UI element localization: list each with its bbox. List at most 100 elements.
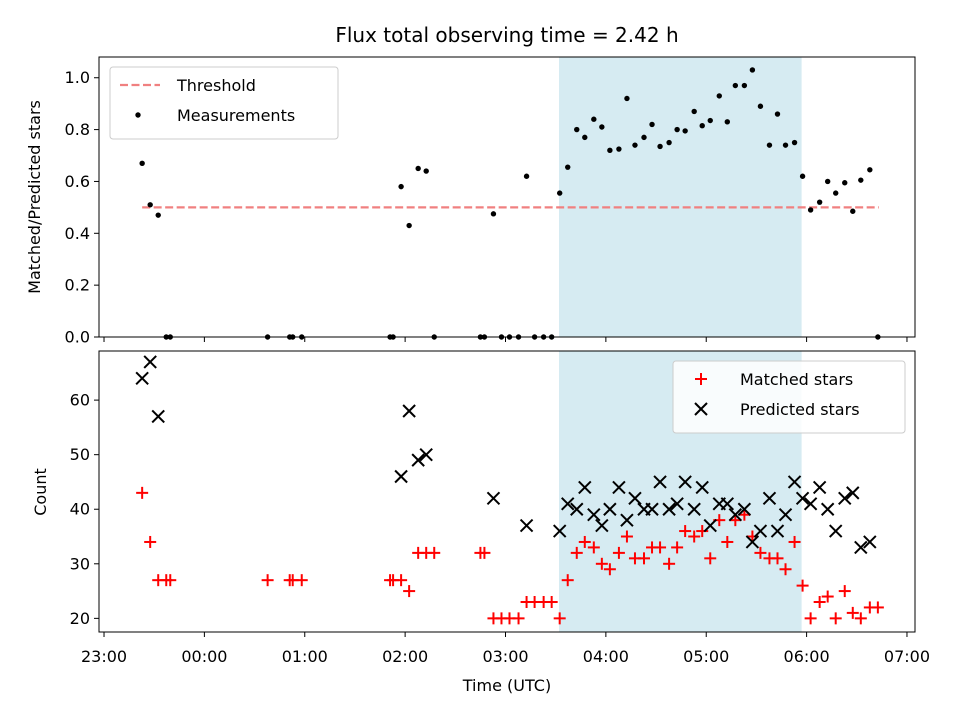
x-diag-b [645,502,659,516]
y-tick-label: 0.6 [65,172,90,191]
data-point [682,128,688,134]
data-point [395,574,408,587]
legend-box [109,66,339,140]
data-point [703,518,717,533]
data-point [737,502,752,516]
data-point [403,585,416,598]
data-point [663,557,676,570]
x-tick-label: 03:00 [482,647,528,666]
data-point [607,147,613,154]
data-point [645,502,659,516]
x-tick-label: 06:00 [784,647,830,666]
legend-x-b [694,402,708,416]
data-point [787,475,802,489]
x-diag-b [394,469,408,484]
data-point [155,212,161,218]
data-point [721,535,734,548]
x-diag-b [787,475,802,489]
data-point [144,535,157,548]
data-point [842,180,848,186]
y-tick-label: 0.4 [65,224,90,243]
data-point [724,119,731,125]
data-point [788,535,801,548]
data-point [679,525,692,538]
data-point [687,502,701,516]
data-point [295,574,308,587]
data-point [662,502,676,516]
data-point [587,541,600,554]
x-tick-label: 01:00 [282,647,328,666]
x-diag-b [737,502,752,516]
data-point [771,552,784,565]
data-point [732,82,739,89]
x-diag-b [695,480,709,495]
data-point [603,502,617,516]
data-point [638,552,651,565]
data-point [816,199,823,205]
y-tick-label: 60 [70,391,90,410]
data-point [688,530,701,543]
data-point [512,612,525,625]
data-point [624,95,630,102]
data-point [670,497,684,511]
data-point [649,121,655,128]
data-point [628,491,642,506]
data-point [691,108,697,115]
data-point [804,612,817,625]
data-point [406,222,412,229]
data-point [704,552,717,565]
data-point [519,518,534,533]
data-point [741,82,748,89]
data-point [850,208,856,214]
x-diag-b [612,480,626,495]
x-diag-b [587,507,601,522]
x-diag-b [519,518,534,533]
data-point [632,142,638,148]
legend-label: Measurements [177,106,295,125]
x-diag-b [745,535,760,549]
data-point [757,103,764,109]
y-tick-label: 50 [70,445,90,464]
data-point [867,167,873,173]
data-point [728,507,743,522]
data-point [612,546,625,559]
plot-frame [98,56,916,338]
data-point [151,409,165,424]
y-tick-label: 0.0 [65,328,90,347]
data-point [812,480,827,495]
data-point [135,371,149,385]
x-diag-b [135,371,149,385]
x-tick-label: 02:00 [382,647,428,666]
data-point [545,595,558,608]
data-point [674,126,680,133]
data-point [774,111,781,117]
x-tick-label: 00:00 [181,647,227,666]
data-point [799,173,806,179]
data-point [578,480,592,495]
data-point [612,480,626,495]
x-diag-b [846,486,860,500]
data-point [838,585,851,598]
data-point [411,453,425,467]
data-point [620,513,634,527]
x-diag-b [854,540,868,555]
data-point [795,491,810,506]
data-point [419,447,433,462]
data-point [415,165,421,172]
data-point [716,93,722,99]
data-point [556,190,563,196]
x-diag-b [628,491,642,506]
data-point [570,502,584,516]
data-point [707,117,713,124]
x-diag-b [803,497,818,511]
data-point [871,601,884,614]
x-diag-b [595,518,609,533]
data-point [696,525,709,538]
data-point [753,524,768,538]
data-point [599,124,605,130]
x-diag-b [720,497,735,511]
data-point [641,134,647,141]
x-diag-b [778,507,793,522]
data-point [779,563,792,576]
